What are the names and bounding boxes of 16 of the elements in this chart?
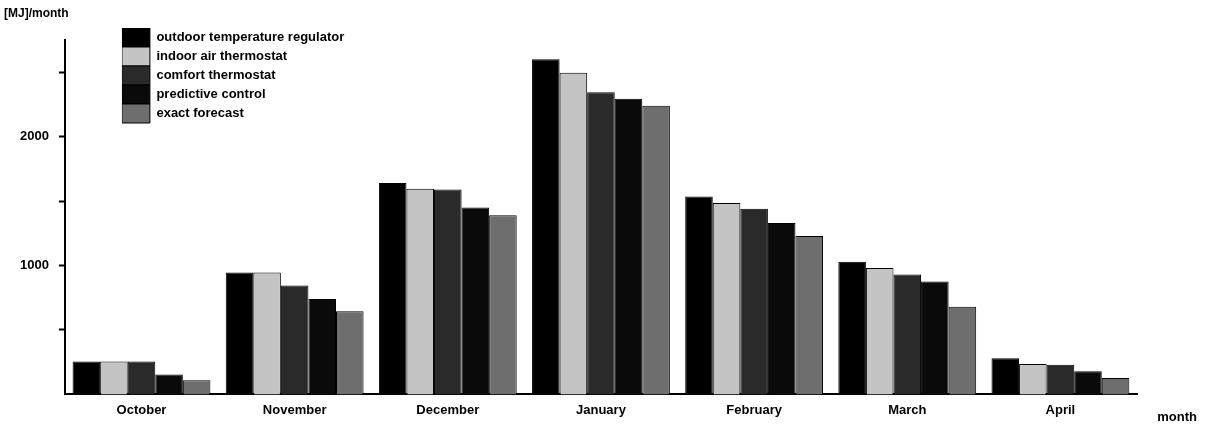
legend-label: exact forecast	[156, 105, 245, 121]
x-tick-label: January	[576, 401, 627, 417]
legend-label: indoor air thermostat	[156, 48, 288, 64]
legend-label: outdoor temperature regulator	[156, 29, 345, 45]
x-tick-label: October	[116, 401, 167, 417]
x-tick-label: November	[262, 401, 327, 417]
x-tick-label: February	[726, 401, 783, 417]
x-tick-label: April	[1045, 401, 1076, 417]
x-axis-title: month	[1157, 409, 1197, 424]
legend-label: predictive control	[156, 86, 266, 102]
y-tick-label: 1000	[20, 257, 49, 273]
x-tick-label: March	[888, 401, 927, 417]
y-tick-label: 2000	[20, 128, 49, 144]
y-axis-title: [MJ]/month	[4, 6, 69, 20]
legend-label: comfort thermostat	[156, 67, 277, 83]
x-tick-label: December	[416, 401, 480, 417]
